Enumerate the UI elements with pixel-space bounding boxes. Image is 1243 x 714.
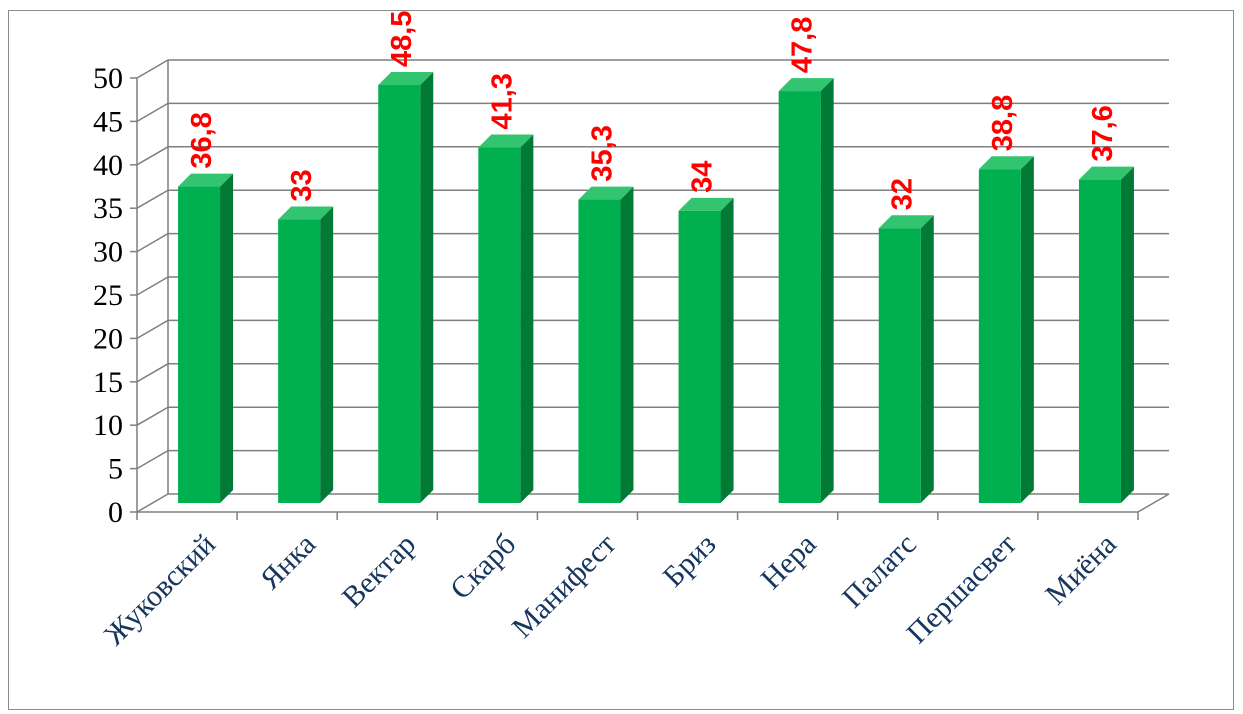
bar-top: [778, 78, 834, 92]
bar-front: [278, 219, 321, 503]
bar: [378, 72, 434, 504]
y-tick-label: 20: [93, 322, 123, 355]
gridline: [136, 146, 1169, 166]
bar-side: [520, 134, 534, 504]
y-tick-labels: 0 5 10 15 20 25 30 35 40 45 50: [93, 62, 123, 529]
gridline: [136, 276, 1169, 296]
floor-right-edge: [1137, 493, 1170, 513]
y-tick-label: 25: [93, 279, 123, 312]
y-tick-label: 10: [93, 409, 123, 442]
bar-front: [678, 210, 721, 503]
x-tick-label: Вектар: [336, 528, 422, 614]
bar-front: [478, 147, 521, 504]
bar-side: [620, 186, 634, 503]
y-tick-label: 45: [93, 105, 123, 138]
bar-side: [720, 197, 734, 503]
gridline: [136, 232, 1169, 253]
bar-front: [578, 199, 621, 503]
y-tick-label: 5: [108, 453, 123, 486]
y-tick-label: 30: [93, 236, 123, 269]
bar-top: [378, 72, 434, 86]
data-label: 47,8: [787, 17, 819, 73]
y-tick-label: 35: [93, 192, 123, 225]
y-tick-label: 0: [108, 496, 123, 529]
bar-top: [178, 173, 234, 187]
bars: [178, 72, 1134, 504]
bar-side: [920, 215, 934, 504]
bar-top: [878, 215, 934, 229]
x-tick-label: Миёна: [1039, 528, 1123, 612]
bar-top: [1078, 166, 1134, 180]
bar-top: [678, 197, 734, 211]
data-label: 48,5: [386, 11, 418, 67]
bar-front: [178, 186, 221, 504]
x-tick-label: Бриз: [657, 528, 723, 594]
data-label: 41,3: [486, 73, 518, 129]
bar: [678, 197, 734, 503]
bar-side: [820, 78, 834, 503]
gridline: [136, 363, 1169, 383]
bar-front: [878, 228, 921, 504]
x-tick-label: Жуковский: [98, 528, 222, 652]
x-tick-label: Палатс: [836, 528, 923, 615]
bar-front: [1078, 179, 1121, 503]
bar-front: [978, 169, 1021, 503]
bar-side: [1120, 166, 1134, 503]
gridline: [136, 59, 1169, 79]
bar: [778, 78, 834, 503]
bar-top: [478, 134, 534, 148]
x-tick-label: Нера: [755, 528, 823, 596]
gridline: [136, 406, 1169, 426]
axis-layer: [130, 77, 1170, 520]
bar: [978, 156, 1034, 503]
grid-layer: [136, 59, 1169, 513]
data-label: 34: [687, 161, 719, 193]
bar: [278, 206, 334, 503]
bar: [178, 173, 234, 504]
x-tick-label: Першасвет: [900, 528, 1022, 650]
x-tick-label: Манифест: [506, 528, 623, 645]
bar-top: [978, 156, 1034, 170]
y-tick-label: 40: [93, 149, 123, 182]
bar-top: [278, 206, 334, 220]
gridline: [136, 319, 1169, 340]
gridline: [136, 449, 1169, 470]
gridline: [136, 102, 1169, 123]
data-label: 38,8: [987, 95, 1019, 151]
y-tick-label: 50: [93, 62, 123, 95]
bar-side: [1020, 156, 1034, 503]
data-label: 32: [887, 178, 919, 210]
data-label: 36,8: [186, 112, 218, 168]
bar-side: [420, 72, 434, 504]
gridline: [136, 189, 1169, 209]
bar-side: [220, 173, 234, 504]
bar: [1078, 166, 1134, 503]
bar-front: [778, 91, 821, 503]
bar: [478, 134, 534, 504]
bar: [878, 215, 934, 504]
x-tick-label: Янка: [254, 528, 322, 596]
data-label: 37,6: [1087, 105, 1119, 161]
data-label: 33: [286, 169, 318, 201]
x-tick-label: Скарб: [444, 528, 522, 606]
bar-front: [378, 85, 421, 504]
bar-side: [320, 206, 334, 503]
bar-top: [578, 186, 634, 200]
data-label: 35,3: [586, 125, 618, 181]
y-tick-label: 15: [93, 366, 123, 399]
data-labels: 36,8 33 48,5 41,3 35,3 34 47,8 32 38,8 37,6: [186, 11, 1119, 211]
gridline: [136, 493, 1169, 513]
bar: [578, 186, 634, 503]
